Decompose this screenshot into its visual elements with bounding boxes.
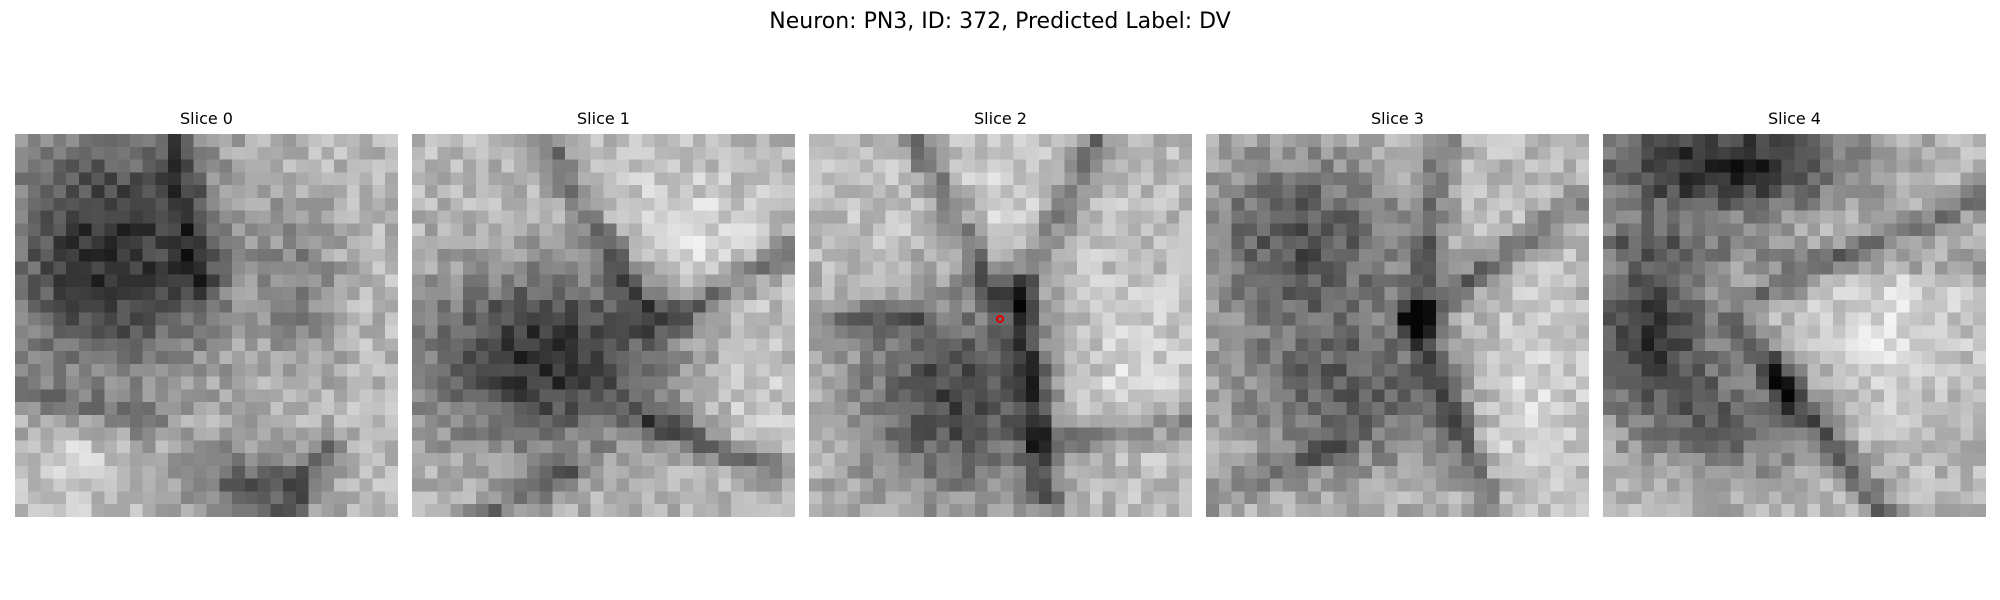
slice-image-0 xyxy=(15,134,398,517)
slice-panel-2: Slice 2 xyxy=(809,109,1192,518)
slice-image-2 xyxy=(809,134,1192,517)
slice-panel-1: Slice 1 xyxy=(412,109,795,518)
slice-panel-4: Slice 4 xyxy=(1603,109,1986,518)
slice-panel-3: Slice 3 xyxy=(1206,109,1589,518)
slice-title-0: Slice 0 xyxy=(180,109,233,128)
slice-image-3 xyxy=(1206,134,1589,517)
slice-image-1 xyxy=(412,134,795,517)
figure-title: Neuron: PN3, ID: 372, Predicted Label: D… xyxy=(769,9,1231,34)
slice-title-4: Slice 4 xyxy=(1768,109,1821,128)
slice-title-3: Slice 3 xyxy=(1371,109,1424,128)
slice-image-4 xyxy=(1603,134,1986,517)
slice-panel-0: Slice 0 xyxy=(15,109,398,518)
slice-title-2: Slice 2 xyxy=(974,109,1027,128)
slice-title-1: Slice 1 xyxy=(577,109,630,128)
